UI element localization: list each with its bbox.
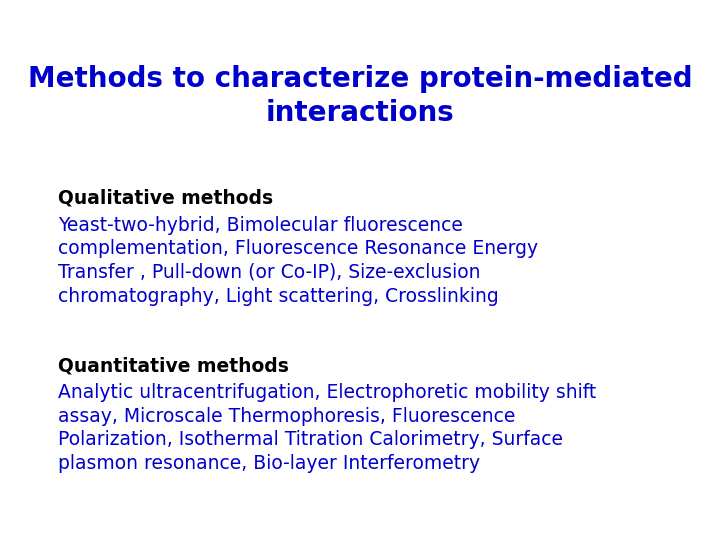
- Text: Qualitative methods: Qualitative methods: [58, 189, 273, 208]
- Text: Yeast-two-hybrid, Bimolecular fluorescence
complementation, Fluorescence Resonan: Yeast-two-hybrid, Bimolecular fluorescen…: [58, 216, 538, 306]
- Text: Analytic ultracentrifugation, Electrophoretic mobility shift
assay, Microscale T: Analytic ultracentrifugation, Electropho…: [58, 383, 596, 473]
- Text: Methods to characterize protein-mediated
interactions: Methods to characterize protein-mediated…: [27, 65, 693, 127]
- Text: Quantitative methods: Quantitative methods: [58, 356, 289, 375]
